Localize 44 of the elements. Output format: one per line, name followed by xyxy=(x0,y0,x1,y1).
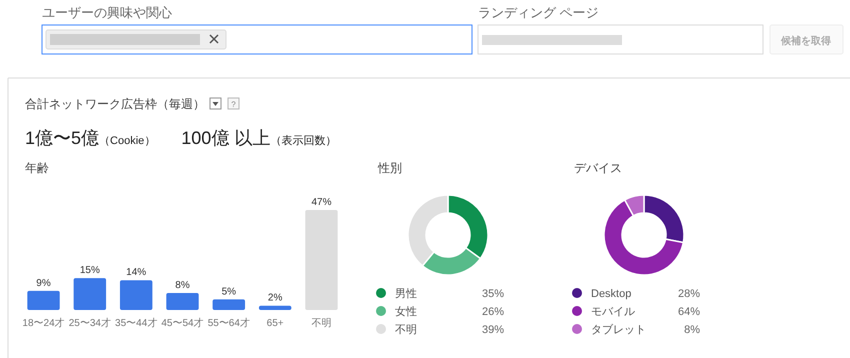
bar xyxy=(74,278,106,310)
data-label: 8% xyxy=(175,280,190,291)
x-tick-label: 35〜44才 xyxy=(115,317,158,329)
bar xyxy=(258,306,292,310)
text: ユーザーの興味や関心 xyxy=(42,5,172,20)
data-label: 9% xyxy=(36,278,51,289)
x-tick-label: 不明 xyxy=(311,318,332,329)
bar xyxy=(120,280,152,310)
text: 候補を取得 xyxy=(780,35,831,47)
text: （表示回数） xyxy=(270,134,336,147)
x-tick-label: 55〜64才 xyxy=(208,317,250,329)
text: 100億 以上 xyxy=(181,128,270,148)
chart-title: デバイス xyxy=(574,161,622,175)
data-label: 15% xyxy=(80,265,100,276)
data-label: 47% xyxy=(311,197,332,208)
legend-label: 男性 xyxy=(395,288,417,300)
data-label: 35% xyxy=(482,288,504,300)
text: 1億〜5億 xyxy=(25,128,100,148)
x-tick-label: 45〜54才 xyxy=(161,317,204,329)
bar xyxy=(166,292,199,310)
text: ランディング ページ xyxy=(478,5,599,20)
data-label: 39% xyxy=(482,324,504,336)
data-label: 14% xyxy=(126,267,146,278)
data-label: 5% xyxy=(222,286,236,298)
legend-label: Desktop xyxy=(591,288,632,300)
legend-label: モバイル xyxy=(591,306,635,318)
x-tick-label: 65+ xyxy=(266,318,284,329)
data-label: 8% xyxy=(684,324,700,336)
data-label: 28% xyxy=(678,288,700,300)
data-label: 26% xyxy=(482,306,504,318)
x-tick-label: 18〜24才 xyxy=(22,317,65,329)
text: ? xyxy=(231,100,236,109)
text: 合計ネットワーク広告枠（毎週） xyxy=(25,97,205,111)
data-label: 2% xyxy=(268,292,282,304)
x-tick-label: 25〜34才 xyxy=(68,317,111,329)
bar xyxy=(27,290,60,310)
legend-label: タブレット xyxy=(591,323,646,336)
text: （Cookie） xyxy=(99,135,156,147)
chart-title: 性別 xyxy=(377,161,402,175)
bar xyxy=(212,299,246,310)
chart-title: 年齢 xyxy=(25,161,49,175)
data-label: 64% xyxy=(678,306,700,318)
legend-label: 女性 xyxy=(395,306,417,318)
bar xyxy=(305,210,338,310)
